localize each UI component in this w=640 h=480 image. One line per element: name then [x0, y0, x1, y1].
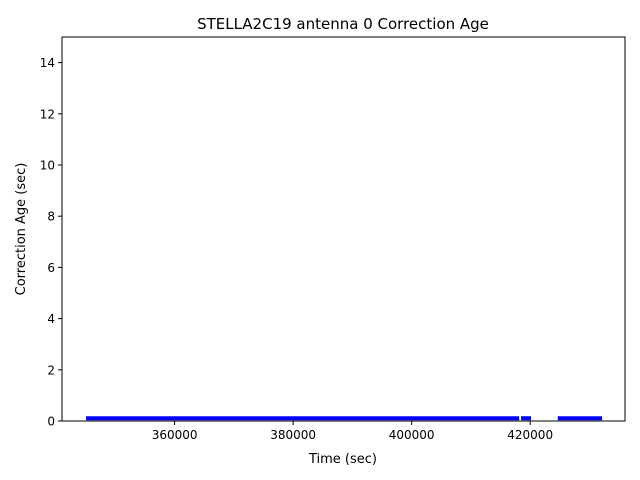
y-tick-label: 12 [40, 107, 55, 121]
y-axis: 0 2 4 6 8 10 12 14 [40, 56, 62, 429]
x-axis: 360000 380000 400000 420000 [152, 421, 553, 442]
chart-title: STELLA2C19 antenna 0 Correction Age [197, 15, 489, 33]
x-axis-label: Time (sec) [308, 452, 377, 467]
x-tick-label: 360000 [152, 428, 198, 442]
y-tick-label: 2 [47, 363, 55, 377]
x-tick-label: 420000 [507, 428, 553, 442]
plot-frame [61, 36, 626, 422]
y-axis-label: Correction Age (sec) [14, 163, 29, 296]
y-tick-label: 8 [47, 210, 55, 224]
y-tick-label: 0 [47, 415, 55, 429]
y-tick-label: 10 [40, 159, 55, 173]
y-tick-label: 14 [40, 56, 55, 70]
y-tick-label: 4 [47, 312, 55, 326]
x-tick-label: 400000 [389, 428, 435, 442]
x-tick-label: 380000 [270, 428, 316, 442]
y-tick-label: 6 [47, 261, 55, 275]
